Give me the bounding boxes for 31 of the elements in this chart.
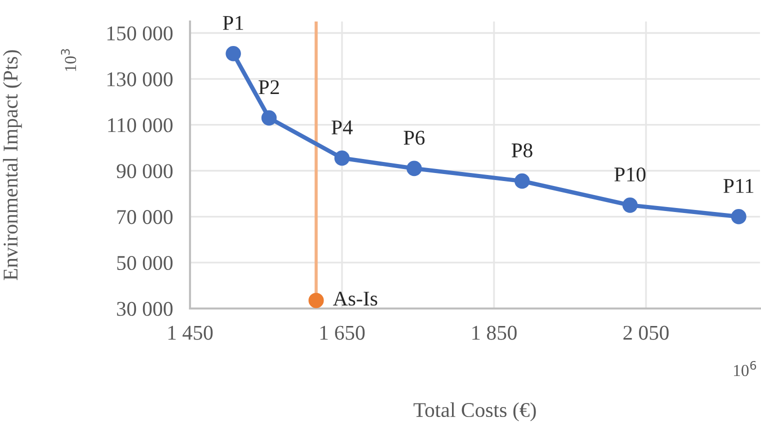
y-tick-label: 130 000 [107, 72, 173, 86]
annotation: P6 [404, 130, 425, 145]
point [308, 292, 324, 308]
annotation: P2 [258, 80, 279, 94]
x-axis-title: Total Costs (€) [414, 402, 536, 422]
point [731, 209, 746, 224]
point [514, 173, 530, 189]
x-tick-label: 2 050 [623, 326, 669, 340]
y-axis-title: Environmental Impact (Pts) [2, 50, 22, 280]
y-tick-label: 110 000 [108, 118, 173, 132]
x-tick-label: 1 450 [168, 326, 213, 340]
x-tick-label: 1 650 [320, 326, 365, 340]
text: 10$^{3}$ [60, 49, 76, 71]
series-label: As-Is [333, 292, 378, 306]
annotation: P8 [512, 143, 532, 158]
point [261, 110, 277, 126]
point [226, 46, 241, 62]
annotation: P1 [222, 16, 244, 30]
y-tick-label: 50 000 [117, 256, 173, 270]
point [334, 150, 350, 166]
point [622, 198, 638, 213]
y-tick-label: 90 000 [116, 164, 173, 178]
y-tick-label: 70 000 [117, 210, 173, 224]
y-tick-label: 150 000 [107, 26, 173, 40]
annotation: P10 [614, 167, 646, 182]
y-tick-label: 30 000 [117, 302, 173, 316]
x-tick-label: 1 850 [472, 326, 517, 340]
annotation: P11 [724, 179, 754, 193]
point [406, 160, 422, 176]
annotation: P4 [332, 120, 353, 134]
text: 10$^{6}$ [734, 360, 756, 376]
